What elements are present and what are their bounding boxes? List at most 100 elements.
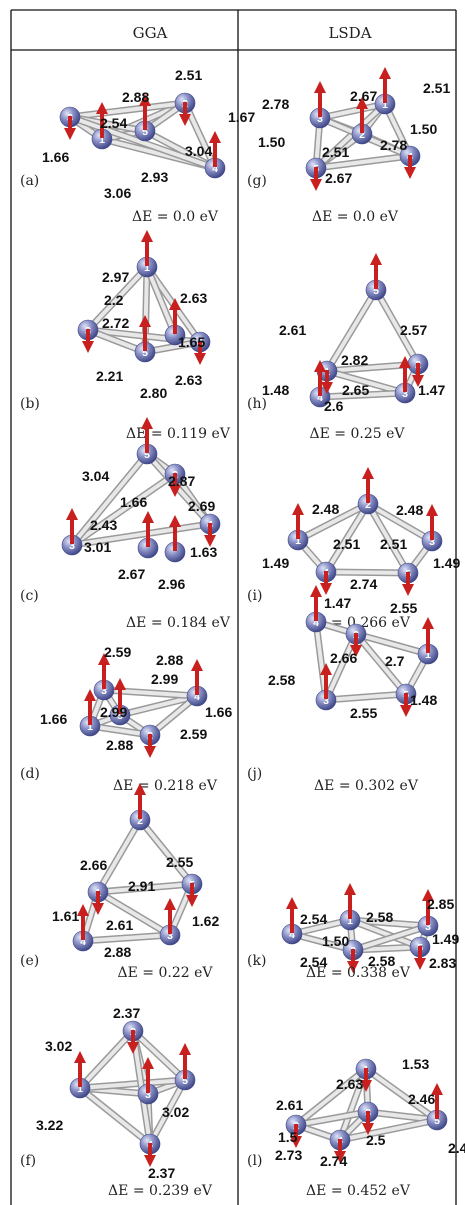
panel-g: 123452.782.672.511.502.512.781.502.67(g)… [247,67,450,225]
bond-length-label: 2.55 [166,854,193,870]
bond-highlight [81,933,172,943]
spin-arrow [320,571,332,595]
bond-length-label: 2.65 [342,382,369,398]
bond-highlight [325,369,407,395]
bond-highlight [364,1067,439,1122]
bond-length-label: 1.48 [410,692,437,708]
panel-j: 123451.472.552.582.662.71.482.55(j)ΔE = … [247,585,439,794]
bond-length-label: 1.61 [52,908,79,924]
spin-arrow [404,155,416,179]
bond-length-label: 2.73 [275,1147,302,1163]
spin-arrow [292,503,304,539]
spin-arrow [142,511,154,547]
bond-highlight [324,570,410,575]
bond-length-label: 2.6 [324,398,344,414]
bond-length-label: 2.2 [104,292,124,308]
atom-number: 1 [99,134,105,146]
atom-number: 4 [212,163,218,175]
arrow-head [92,903,104,915]
atom-number: 3 [429,536,435,548]
arrow-head [412,375,424,387]
spin-arrow [209,131,221,167]
energy-label: ΔE = 0.338 eV [306,965,411,981]
bond-length-label: 1.63 [190,544,217,560]
atom-number: 2 [365,499,371,511]
spin-arrow [321,370,333,394]
panel-l: 123451.532.632.612.461.52.52.462.732.74(… [247,1056,465,1199]
spin-arrow [347,949,359,973]
bond-length-label: 2.78 [262,96,289,112]
bond-length-label: 1.67 [228,109,255,125]
bond-length-label: 2.99 [100,704,127,720]
spin-arrow [66,508,78,544]
arrow-head [82,341,94,353]
bond-length-label: 2.93 [141,169,168,185]
bond-length-label: 2.74 [350,576,377,592]
spin-arrow [141,230,153,266]
arrow-head [344,883,356,895]
atom-number: 5 [373,285,379,297]
spin-arrow [204,523,216,547]
spin-arrow [379,67,391,103]
bond-length-label: 1.53 [402,1056,429,1072]
bond-length-label: 2.51 [322,144,349,160]
spin-arrow [114,678,126,714]
bond-highlight [78,1086,152,1146]
atom-number: 5 [142,126,148,138]
spin-arrow [169,473,181,497]
arrow-head [360,1080,372,1092]
spin-arrow [350,633,362,657]
arrow-head [141,230,153,242]
bond-length-label: 2.67 [325,170,352,186]
column-header-0: GGA [133,24,168,42]
spin-arrow [399,356,411,392]
bond-length-label: 2.91 [128,878,155,894]
bond-highlight [70,452,149,547]
bond-length-label: 3.01 [84,539,111,555]
bond-highlight [118,694,199,717]
spin-arrow [141,417,153,453]
spin-arrow [169,298,181,334]
arrow-head [292,503,304,515]
atom-number: 3 [317,113,323,125]
panel-label: (e) [20,953,39,969]
bond-length-label: 2.46 [408,1091,435,1107]
bond-length-label: 1.50 [410,121,437,137]
bond-length-label: 2.88 [156,652,183,668]
panel-c: 23453.042.871.662.692.433.011.632.672.96… [20,417,231,631]
spin-arrow [310,167,322,191]
bond-highlight [325,288,378,373]
atom-number: 3 [425,921,431,933]
bond-length-label: 2.58 [268,672,295,688]
atom-number: 4 [194,691,200,703]
panel-label: (j) [247,766,262,782]
bond-highlight [354,632,430,656]
arrow-head [114,678,126,690]
bond-length-label: 2.88 [122,89,149,105]
bond-length-label: 3.06 [104,185,131,201]
spin-arrow [194,341,206,365]
panel-a: 123452.512.882.541.671.663.042.933.06(a)… [20,67,255,225]
bond-highlight [96,818,142,894]
spin-arrow [127,1030,139,1054]
arrow-head [286,897,298,909]
bond-length-label: 1.49 [432,931,459,947]
arrow-head [431,1083,443,1095]
bond-highlight [318,102,387,120]
arrow-head [314,81,326,93]
atom-number: 1 [295,535,301,547]
spin-arrow [144,1143,156,1167]
spin-arrow [142,1057,154,1093]
bond-highlight [348,918,422,949]
bond-highlight [131,1029,187,1082]
arrow-head [134,783,146,795]
bond-length-label: 2.51 [380,536,407,552]
arrow-head [399,356,411,368]
bond-length-label: 2.63 [336,1076,363,1092]
atom-number: 3 [167,930,173,942]
arrow-head [290,1136,302,1148]
panel-d: 123452.592.882.991.662.991.662.592.88(d)… [20,644,232,794]
atom-number: 3 [323,695,329,707]
arrow-head [144,1155,156,1167]
